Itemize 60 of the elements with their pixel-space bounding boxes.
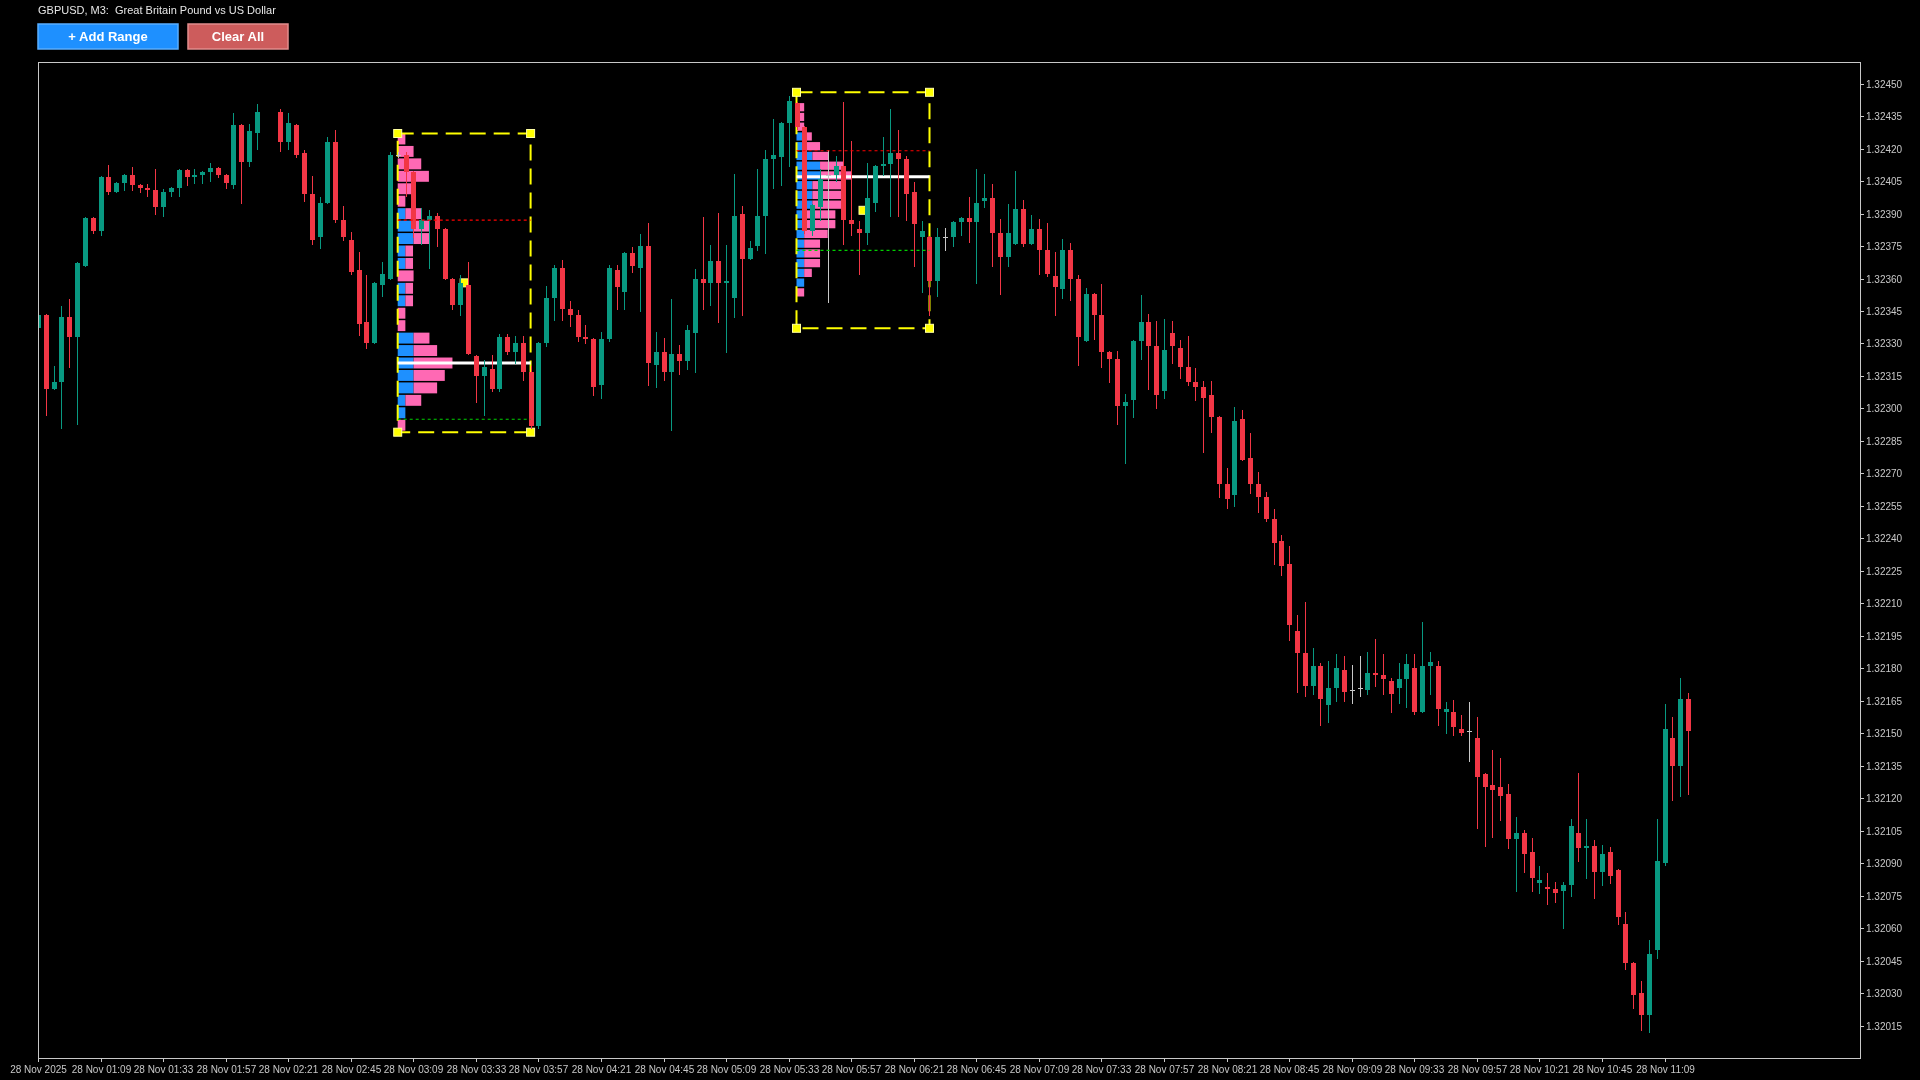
y-tick-label: 1.32135 xyxy=(1866,761,1903,772)
y-tick-label: 1.32030 xyxy=(1866,988,1903,999)
y-tick-label: 1.32105 xyxy=(1866,826,1903,837)
y-tick-label: 1.32225 xyxy=(1866,566,1903,577)
y-tick-label: 1.32450 xyxy=(1866,79,1903,90)
y-tick-label: 1.32420 xyxy=(1866,144,1903,155)
x-tick-label: 28 Nov 04:45 xyxy=(634,1064,695,1075)
y-tick-label: 1.32285 xyxy=(1866,436,1903,447)
x-tick-label: 28 Nov 2025 xyxy=(10,1064,68,1075)
x-tick-label: 28 Nov 09:09 xyxy=(1322,1064,1383,1075)
y-tick-label: 1.32015 xyxy=(1866,1021,1903,1032)
y-tick-label: 1.32060 xyxy=(1866,923,1903,934)
y-tick-label: 1.32300 xyxy=(1866,403,1903,414)
y-tick-label: 1.32330 xyxy=(1866,338,1903,349)
x-tick-label: 28 Nov 03:33 xyxy=(446,1064,507,1075)
y-tick-label: 1.32315 xyxy=(1866,371,1903,382)
y-tick-label: 1.32270 xyxy=(1866,468,1903,479)
x-tick-label: 28 Nov 09:33 xyxy=(1384,1064,1445,1075)
button: + Add Range xyxy=(37,23,179,50)
y-tick-label: 1.32435 xyxy=(1866,111,1903,122)
chart-title: GBPUSD, M3: Great Britain Pound vs US Dollar xyxy=(38,4,277,16)
y-tick-label: 1.32075 xyxy=(1866,891,1903,902)
x-tick-label: 28 Nov 02:21 xyxy=(258,1064,319,1075)
button: Clear All xyxy=(187,23,289,50)
x-tick-label: 28 Nov 01:09 xyxy=(71,1064,132,1075)
x-tick-label: 28 Nov 06:21 xyxy=(884,1064,945,1075)
x-tick-label: 28 Nov 10:21 xyxy=(1509,1064,1570,1075)
x-tick-label: 28 Nov 08:21 xyxy=(1197,1064,1258,1075)
y-tick-label: 1.32255 xyxy=(1866,501,1903,512)
y-tick-label: 1.32120 xyxy=(1866,793,1903,804)
x-tick-label: 28 Nov 05:57 xyxy=(821,1064,882,1075)
x-tick-label: 28 Nov 03:57 xyxy=(508,1064,569,1075)
y-tick-label: 1.32090 xyxy=(1866,858,1903,869)
x-tick-label: 28 Nov 04:21 xyxy=(571,1064,632,1075)
y-tick-label: 1.32405 xyxy=(1866,176,1903,187)
x-tick-label: 28 Nov 01:33 xyxy=(133,1064,194,1075)
x-tick-label: 28 Nov 07:33 xyxy=(1071,1064,1132,1075)
x-tick-label: 28 Nov 06:45 xyxy=(946,1064,1007,1075)
y-tick-label: 1.32045 xyxy=(1866,956,1903,967)
y-tick-label: 1.32180 xyxy=(1866,663,1903,674)
x-tick-label: 28 Nov 05:09 xyxy=(696,1064,757,1075)
y-tick-label: 1.32195 xyxy=(1866,631,1903,642)
y-tick-label: 1.32210 xyxy=(1866,598,1903,609)
y-tick-label: 1.32360 xyxy=(1866,274,1903,285)
x-tick-label: 28 Nov 05:33 xyxy=(759,1064,820,1075)
y-tick-label: 1.32375 xyxy=(1866,241,1903,252)
x-tick-label: 28 Nov 10:45 xyxy=(1572,1064,1633,1075)
x-tick-label: 28 Nov 08:45 xyxy=(1259,1064,1320,1075)
x-tick-label: 28 Nov 11:09 xyxy=(1636,1064,1696,1075)
y-tick-label: 1.32150 xyxy=(1866,728,1903,739)
x-tick-label: 28 Nov 02:45 xyxy=(321,1064,382,1075)
y-tick-label: 1.32165 xyxy=(1866,696,1903,707)
x-tick-label: 28 Nov 01:57 xyxy=(196,1064,257,1075)
x-tick-label: 28 Nov 03:09 xyxy=(383,1064,444,1075)
y-tick-label: 1.32390 xyxy=(1866,209,1903,220)
y-tick-label: 1.32240 xyxy=(1866,533,1903,544)
y-tick-label: 1.32345 xyxy=(1866,306,1903,317)
x-tick-label: 28 Nov 07:57 xyxy=(1134,1064,1195,1075)
x-tick-label: 28 Nov 09:57 xyxy=(1447,1064,1508,1075)
x-tick-label: 28 Nov 07:09 xyxy=(1009,1064,1070,1075)
